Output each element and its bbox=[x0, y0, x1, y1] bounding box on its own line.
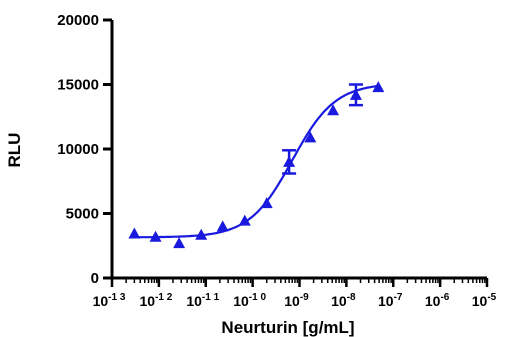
data-point bbox=[372, 81, 385, 93]
y-axis-title: RLU bbox=[5, 133, 24, 168]
x-tick-label-exponent: -8 bbox=[347, 292, 356, 303]
y-tick-label: 20000 bbox=[57, 12, 99, 29]
x-tick-label: 10-1 2 bbox=[139, 292, 172, 309]
x-tick-label-base: 10 bbox=[93, 293, 109, 309]
x-tick-label-exponent: -9 bbox=[300, 292, 309, 303]
x-tick-label: 10-9 bbox=[284, 292, 309, 309]
fit-curve bbox=[134, 84, 379, 239]
x-tick-label-exponent: -6 bbox=[440, 292, 449, 303]
x-tick-label-exponent: -1 2 bbox=[155, 292, 173, 303]
data-point bbox=[149, 230, 162, 242]
data-point bbox=[349, 88, 362, 100]
data-point bbox=[238, 214, 251, 226]
x-tick-label-exponent: -7 bbox=[394, 292, 403, 303]
x-tick-label: 10-1 3 bbox=[93, 292, 126, 309]
y-axis: 0 5000 10000 15000 20000 bbox=[57, 12, 114, 287]
x-tick-label: 10-8 bbox=[331, 292, 356, 309]
y-tick-label: 0 bbox=[91, 270, 99, 287]
x-tick-label: 10-5 bbox=[472, 292, 497, 309]
x-tick-label: 10-1 1 bbox=[186, 292, 219, 309]
x-tick-label-base: 10 bbox=[139, 293, 155, 309]
data-points-layer bbox=[128, 81, 385, 249]
data-point bbox=[283, 155, 296, 167]
x-tick-label: 10-6 bbox=[425, 292, 450, 309]
x-tick-label-base: 10 bbox=[186, 293, 202, 309]
x-tick-label-base: 10 bbox=[233, 293, 249, 309]
x-tick-label: 10-1 0 bbox=[233, 292, 266, 309]
x-tick-label-exponent: -5 bbox=[487, 292, 496, 303]
x-tick-label-base: 10 bbox=[472, 293, 488, 309]
x-axis-title: Neurturin [g/mL] bbox=[221, 318, 354, 337]
x-tick-label-base: 10 bbox=[331, 293, 347, 309]
data-point bbox=[327, 104, 340, 116]
x-axis: 10-1 3 10-1 2 10-1 1 10-1 0 10-9 10-8 10-7 10-6… bbox=[93, 276, 497, 309]
y-tick-label: 5000 bbox=[66, 206, 99, 223]
x-tick-label-base: 10 bbox=[284, 293, 300, 309]
x-tick-label-base: 10 bbox=[378, 293, 394, 309]
data-point bbox=[304, 131, 317, 143]
x-tick-label-exponent: -1 1 bbox=[202, 292, 220, 303]
data-point bbox=[128, 227, 141, 239]
x-tick-label-exponent: -1 3 bbox=[108, 292, 126, 303]
x-tick-label-base: 10 bbox=[425, 293, 441, 309]
data-point bbox=[173, 237, 186, 249]
y-tick-label: 10000 bbox=[57, 141, 99, 158]
y-tick-label: 15000 bbox=[57, 77, 99, 94]
fit-curve-layer bbox=[134, 84, 379, 239]
data-point bbox=[216, 220, 229, 232]
x-tick-label: 10-7 bbox=[378, 292, 403, 309]
x-tick-label-exponent: -1 0 bbox=[249, 292, 267, 303]
data-point bbox=[195, 228, 208, 240]
data-point bbox=[260, 197, 273, 209]
